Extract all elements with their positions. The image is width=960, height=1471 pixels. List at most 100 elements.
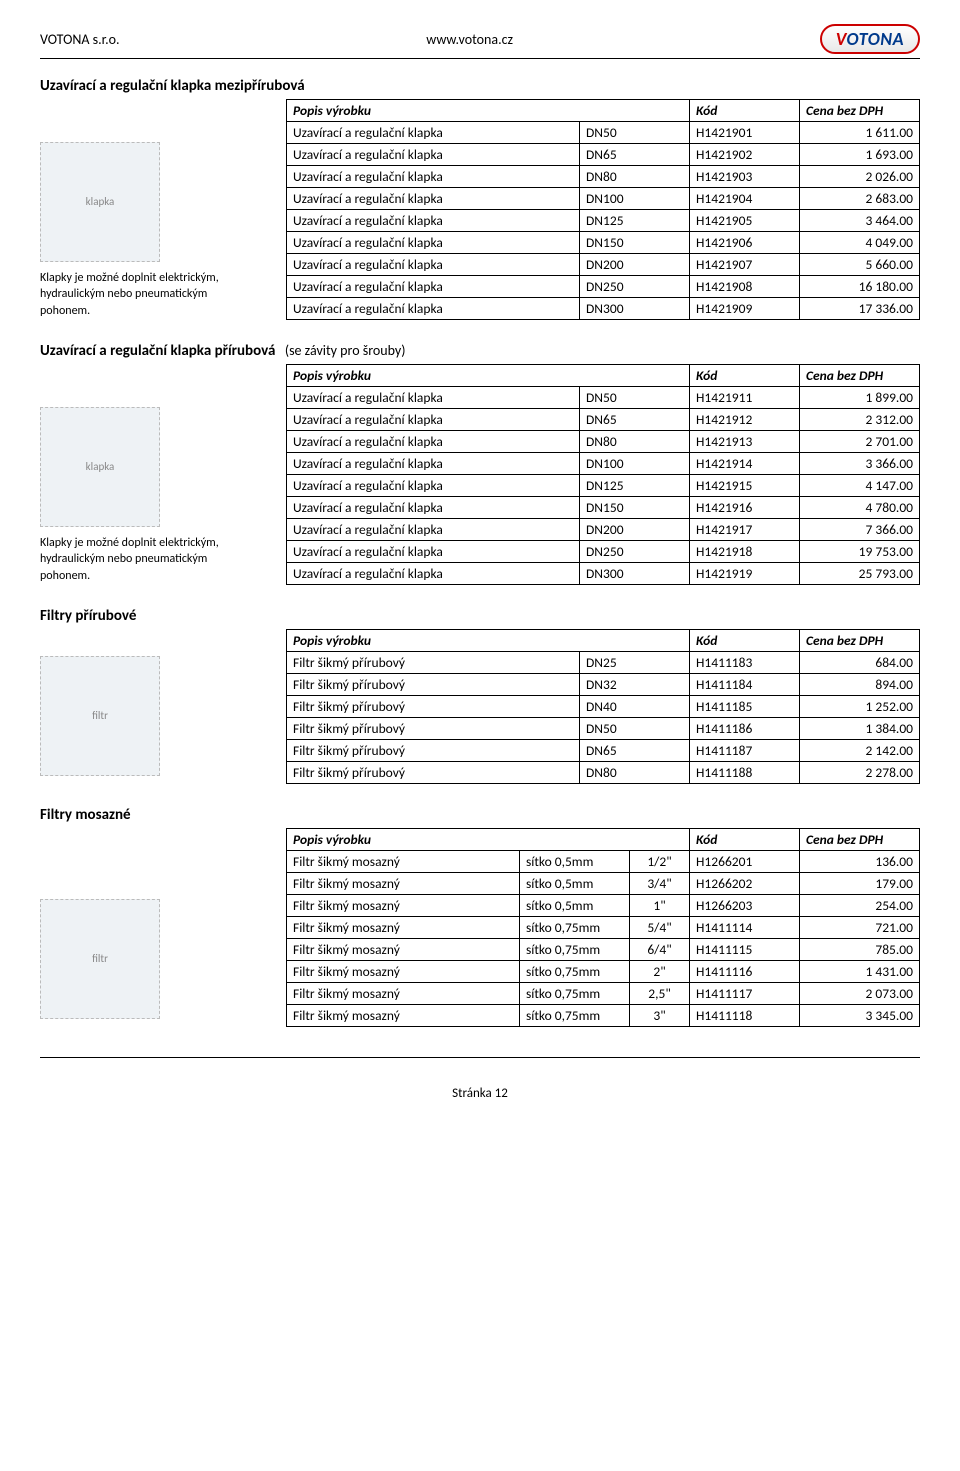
cell-code: H1421904 <box>690 188 800 210</box>
cell-spec: DN200 <box>580 254 690 276</box>
cell-desc: Filtr šikmý mosazný <box>287 961 520 983</box>
table-row: Uzavírací a regulační klapkaDN300H142191… <box>287 563 920 585</box>
cell-spec: sítko 0,75mm <box>520 983 630 1005</box>
cell-code: H1411187 <box>690 740 800 762</box>
cell-size: 1/2" <box>630 851 690 873</box>
table-row: Uzavírací a regulační klapkaDN80H1421913… <box>287 431 920 453</box>
section-left-column: klapkaKlapky je možné doplnit elektrický… <box>40 99 278 320</box>
table-row: Filtr šikmý mosaznýsítko 0,5mm1/2"H12662… <box>287 851 920 873</box>
table-row: Filtr šikmý přírubovýDN80H14111882 278.0… <box>287 762 920 784</box>
table-row: Filtr šikmý přírubovýDN32H1411184894.00 <box>287 674 920 696</box>
cell-code: H1421908 <box>690 276 800 298</box>
table-row: Uzavírací a regulační klapkaDN100H142190… <box>287 188 920 210</box>
cell-size: 1" <box>630 895 690 917</box>
cell-code: H1421914 <box>690 453 800 475</box>
table-row: Uzavírací a regulační klapkaDN150H142190… <box>287 232 920 254</box>
cell-code: H1411115 <box>690 939 800 961</box>
cell-price: 3 464.00 <box>800 210 920 232</box>
col-header-code: Kód <box>690 365 800 387</box>
cell-desc: Filtr šikmý přírubový <box>287 740 580 762</box>
table-row: Filtr šikmý mosaznýsítko 0,5mm3/4"H12662… <box>287 873 920 895</box>
cell-code: H1421911 <box>690 387 800 409</box>
col-header-desc: Popis výrobku <box>287 630 690 652</box>
website-url: www.votona.cz <box>426 31 513 48</box>
product-table: Popis výrobkuKódCena bez DPHFiltr šikmý … <box>286 828 920 1027</box>
cell-price: 16 180.00 <box>800 276 920 298</box>
cell-spec: DN40 <box>580 696 690 718</box>
cell-desc: Filtr šikmý přírubový <box>287 652 580 674</box>
section-title: Uzavírací a regulační klapka přírubová (… <box>40 342 920 360</box>
table-row: Filtr šikmý přírubovýDN65H14111872 142.0… <box>287 740 920 762</box>
cell-price: 7 366.00 <box>800 519 920 541</box>
cell-spec: DN250 <box>580 276 690 298</box>
cell-spec: DN80 <box>580 762 690 784</box>
section-body: klapkaKlapky je možné doplnit elektrický… <box>40 99 920 320</box>
cell-price: 721.00 <box>800 917 920 939</box>
cell-code: H1421912 <box>690 409 800 431</box>
table-row: Filtr šikmý mosaznýsítko 0,75mm2,5"H1411… <box>287 983 920 1005</box>
cell-price: 4 049.00 <box>800 232 920 254</box>
product-section: Filtry mosaznéfiltrPopis výrobkuKódCena … <box>40 806 920 1027</box>
cell-spec: DN80 <box>580 166 690 188</box>
cell-spec: DN50 <box>580 122 690 144</box>
cell-desc: Uzavírací a regulační klapka <box>287 519 580 541</box>
header-divider <box>40 58 920 59</box>
cell-desc: Uzavírací a regulační klapka <box>287 254 580 276</box>
cell-desc: Filtr šikmý přírubový <box>287 762 580 784</box>
cell-code: H1421915 <box>690 475 800 497</box>
cell-code: H1421903 <box>690 166 800 188</box>
cell-price: 2 026.00 <box>800 166 920 188</box>
col-header-desc: Popis výrobku <box>287 829 690 851</box>
cell-desc: Filtr šikmý mosazný <box>287 983 520 1005</box>
section-left-column: filtr <box>40 629 278 784</box>
cell-spec: DN32 <box>580 674 690 696</box>
cell-size: 2" <box>630 961 690 983</box>
cell-price: 2 142.00 <box>800 740 920 762</box>
cell-desc: Uzavírací a regulační klapka <box>287 298 580 320</box>
table-row: Filtr šikmý mosaznýsítko 0,75mm2"H141111… <box>287 961 920 983</box>
cell-code: H1266201 <box>690 851 800 873</box>
col-header-price: Cena bez DPH <box>800 365 920 387</box>
footer-divider <box>40 1057 920 1058</box>
cell-desc: Filtr šikmý přírubový <box>287 696 580 718</box>
cell-price: 1 431.00 <box>800 961 920 983</box>
cell-code: H1411188 <box>690 762 800 784</box>
cell-code: H1411183 <box>690 652 800 674</box>
cell-code: H1411114 <box>690 917 800 939</box>
product-section: Filtry přírubovéfiltrPopis výrobkuKódCen… <box>40 607 920 784</box>
cell-spec: DN150 <box>580 497 690 519</box>
cell-desc: Uzavírací a regulační klapka <box>287 210 580 232</box>
table-row: Uzavírací a regulační klapkaDN300H142190… <box>287 298 920 320</box>
table-row: Filtr šikmý přírubovýDN40H14111851 252.0… <box>287 696 920 718</box>
section-left-column: filtr <box>40 828 278 1027</box>
table-row: Uzavírací a regulační klapkaDN150H142191… <box>287 497 920 519</box>
cell-desc: Filtr šikmý mosazný <box>287 1005 520 1027</box>
cell-code: H1421916 <box>690 497 800 519</box>
col-header-desc: Popis výrobku <box>287 365 690 387</box>
table-row: Filtr šikmý přírubovýDN25H1411183684.00 <box>287 652 920 674</box>
cell-size: 5/4" <box>630 917 690 939</box>
table-row: Uzavírací a regulační klapkaDN50H1421901… <box>287 122 920 144</box>
cell-price: 1 899.00 <box>800 387 920 409</box>
cell-price: 894.00 <box>800 674 920 696</box>
table-row: Uzavírací a regulační klapkaDN125H142190… <box>287 210 920 232</box>
section-body: filtrPopis výrobkuKódCena bez DPHFiltr š… <box>40 629 920 784</box>
cell-spec: DN65 <box>580 144 690 166</box>
section-left-column: klapkaKlapky je možné doplnit elektrický… <box>40 364 278 585</box>
cell-spec: sítko 0,5mm <box>520 851 630 873</box>
cell-price: 25 793.00 <box>800 563 920 585</box>
section-subtitle: (se závity pro šrouby) <box>285 342 406 359</box>
cell-size: 6/4" <box>630 939 690 961</box>
cell-spec: DN200 <box>580 519 690 541</box>
cell-code: H1421913 <box>690 431 800 453</box>
product-section: Uzavírací a regulační klapka mezipřírubo… <box>40 77 920 320</box>
table-row: Uzavírací a regulační klapkaDN65H1421902… <box>287 144 920 166</box>
cell-desc: Uzavírací a regulační klapka <box>287 122 580 144</box>
cell-price: 785.00 <box>800 939 920 961</box>
table-row: Uzavírací a regulační klapkaDN250H142191… <box>287 541 920 563</box>
table-row: Uzavírací a regulační klapkaDN125H142191… <box>287 475 920 497</box>
cell-code: H1421905 <box>690 210 800 232</box>
cell-spec: sítko 0,75mm <box>520 961 630 983</box>
cell-desc: Uzavírací a regulační klapka <box>287 541 580 563</box>
table-row: Filtr šikmý mosaznýsítko 0,75mm6/4"H1411… <box>287 939 920 961</box>
